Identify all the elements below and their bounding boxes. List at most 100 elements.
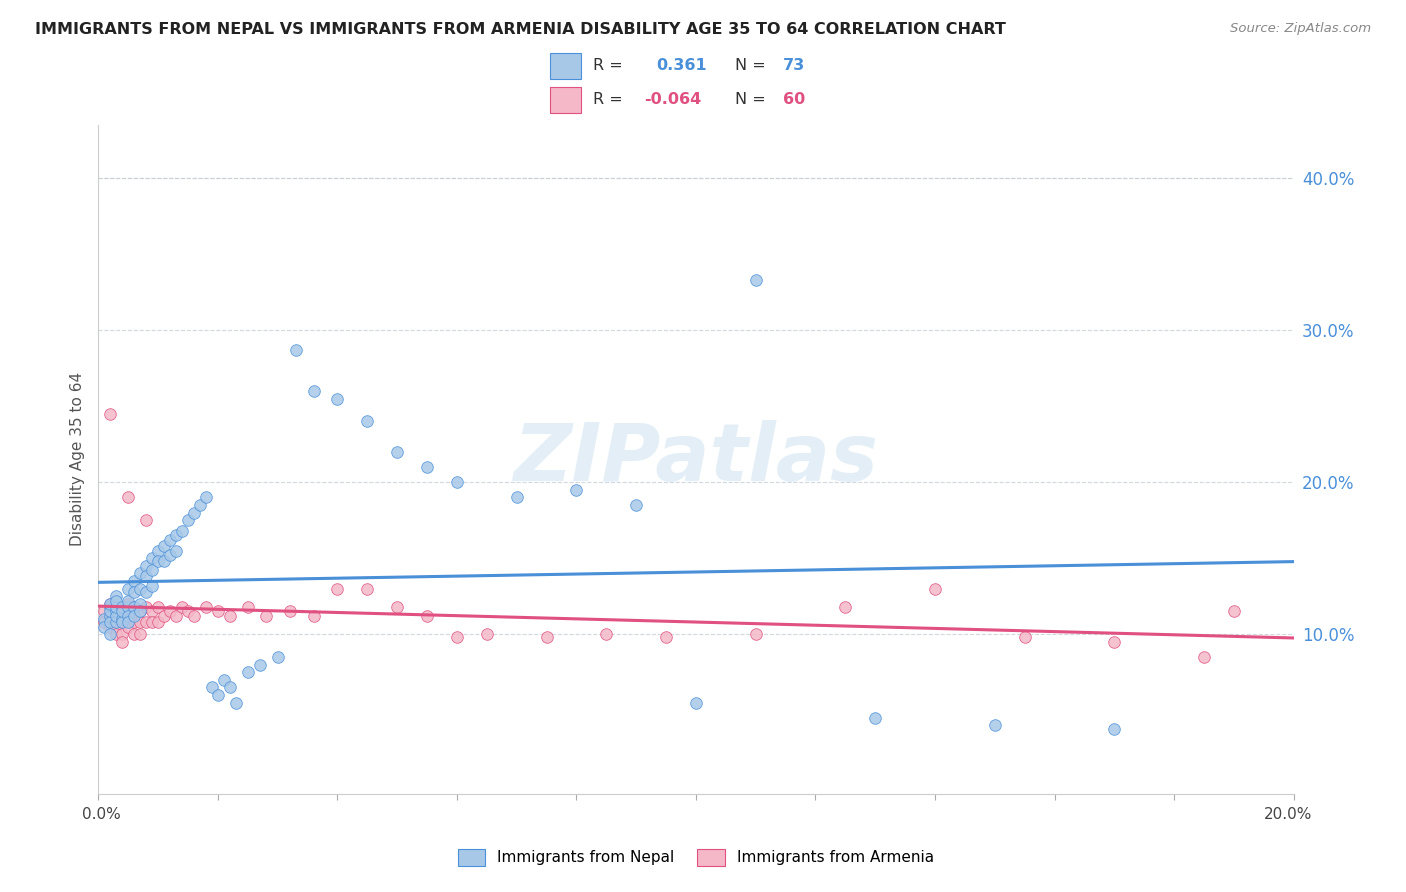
Point [1192, 650, 1215, 665]
Point [212, 673, 235, 687]
Point [129, 615, 152, 629]
Point [105, 599, 128, 614]
Point [165, 528, 187, 542]
Point [117, 609, 139, 624]
Point [416, 460, 439, 475]
Point [219, 609, 242, 624]
Point [165, 609, 187, 624]
Text: N =: N = [735, 92, 765, 107]
Text: Source: ZipAtlas.com: Source: ZipAtlas.com [1230, 22, 1371, 36]
Point [100, 407, 122, 421]
Y-axis label: Disability Age 35 to 64: Disability Age 35 to 64 [69, 372, 84, 547]
Bar [550, 54, 581, 79]
Text: ZIPatlas: ZIPatlas [513, 420, 879, 499]
Point [117, 582, 139, 596]
Point [153, 609, 176, 624]
Point [105, 615, 128, 629]
Point [506, 491, 529, 505]
Point [254, 609, 277, 624]
Point [100, 609, 122, 624]
Point [105, 609, 128, 624]
Point [105, 599, 128, 614]
Point [201, 681, 224, 695]
Point [267, 650, 290, 665]
Point [385, 444, 409, 458]
Point [207, 604, 229, 618]
Point [188, 498, 211, 512]
Point [148, 615, 170, 629]
Point [93, 612, 115, 626]
Point [135, 513, 157, 527]
Point [302, 384, 325, 398]
Point [129, 604, 152, 618]
Point [117, 597, 139, 611]
Point [745, 273, 768, 287]
Point [165, 543, 187, 558]
Point [93, 604, 115, 618]
Point [416, 609, 439, 624]
Point [105, 619, 128, 633]
Point [745, 627, 768, 641]
Point [924, 582, 946, 596]
Point [195, 599, 218, 614]
Point [135, 584, 157, 599]
Point [385, 599, 409, 614]
Text: N =: N = [735, 59, 765, 73]
Point [124, 599, 146, 614]
Point [183, 609, 205, 624]
Point [834, 599, 856, 614]
Point [141, 604, 163, 618]
Point [100, 619, 122, 633]
Point [111, 604, 134, 618]
Point [124, 584, 146, 599]
Point [105, 589, 128, 603]
Point [148, 554, 170, 568]
Point [159, 548, 181, 562]
Point [105, 604, 128, 618]
Text: R =: R = [593, 59, 623, 73]
Point [100, 615, 122, 629]
Point [284, 343, 307, 357]
Point [302, 609, 325, 624]
Point [655, 630, 678, 644]
Point [141, 563, 163, 577]
Point [111, 615, 134, 629]
Point [111, 604, 134, 618]
Point [475, 627, 498, 641]
Point [111, 599, 134, 614]
Point [129, 627, 152, 641]
Point [111, 615, 134, 629]
Point [117, 599, 139, 614]
Point [249, 657, 271, 672]
Point [111, 627, 134, 641]
Point [100, 599, 122, 614]
Point [195, 491, 218, 505]
Point [1014, 630, 1036, 644]
Legend: Immigrants from Nepal, Immigrants from Armenia: Immigrants from Nepal, Immigrants from A… [450, 841, 942, 873]
Point [1223, 604, 1246, 618]
Point [865, 711, 887, 725]
Text: 73: 73 [783, 59, 806, 73]
Text: -0.064: -0.064 [644, 92, 702, 107]
Point [124, 599, 146, 614]
Point [111, 635, 134, 649]
Point [100, 597, 122, 611]
Point [446, 475, 468, 490]
Point [278, 604, 301, 618]
Point [124, 627, 146, 641]
Point [100, 604, 122, 618]
Point [105, 627, 128, 641]
Point [135, 599, 157, 614]
Point [124, 615, 146, 629]
Point [326, 582, 349, 596]
Point [135, 558, 157, 573]
Point [626, 498, 648, 512]
Text: IMMIGRANTS FROM NEPAL VS IMMIGRANTS FROM ARMENIA DISABILITY AGE 35 TO 64 CORRELA: IMMIGRANTS FROM NEPAL VS IMMIGRANTS FROM… [35, 22, 1007, 37]
Point [124, 609, 146, 624]
Point [172, 599, 194, 614]
Point [356, 582, 378, 596]
Point [565, 483, 588, 497]
Text: 60: 60 [783, 92, 806, 107]
Point [117, 615, 139, 629]
Text: 0.361: 0.361 [657, 59, 707, 73]
